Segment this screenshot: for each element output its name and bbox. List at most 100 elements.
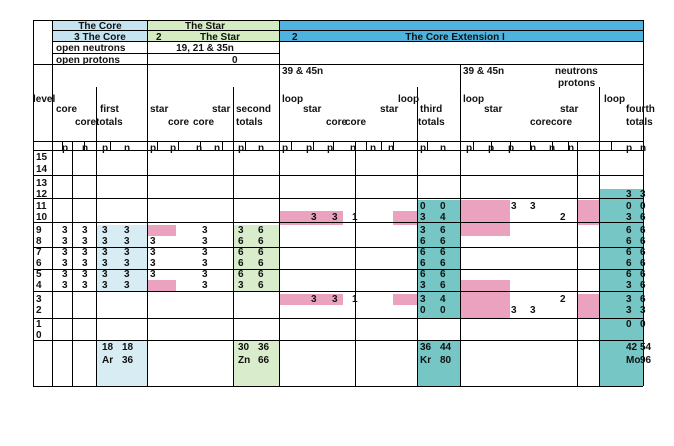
level7-second_n: 6 bbox=[258, 247, 264, 258]
level-group-line bbox=[33, 340, 643, 341]
pn-header-p: p bbox=[420, 143, 427, 154]
level2-b_core_p: 3 bbox=[511, 305, 517, 316]
level7-first_p: 3 bbox=[102, 247, 108, 258]
level-number-7: 7 bbox=[36, 247, 42, 258]
level8-star_p: 3 bbox=[150, 236, 156, 247]
level3-third_n: 4 bbox=[440, 294, 446, 305]
sub-column-line bbox=[530, 141, 531, 150]
second-totals-header: totals bbox=[236, 117, 263, 128]
level5-third_p: 6 bbox=[420, 269, 426, 280]
level7-fourth_p: 6 bbox=[626, 247, 632, 258]
level11-b_core_p: 3 bbox=[511, 201, 517, 212]
level2-b_core_n1: 3 bbox=[530, 305, 536, 316]
level9-core_n: 3 bbox=[82, 225, 88, 236]
pn-header-p: p bbox=[626, 143, 633, 154]
level3-fourth_p: 3 bbox=[626, 294, 632, 305]
sub-column-line bbox=[510, 141, 511, 150]
level-number-14: 14 bbox=[36, 164, 48, 175]
level4-fourth_n: 6 bbox=[640, 280, 646, 291]
level7-second_p: 6 bbox=[238, 247, 244, 258]
grid-line bbox=[33, 141, 643, 142]
level8-core_n: 3 bbox=[82, 236, 88, 247]
fourth-totals-header: totals bbox=[626, 117, 653, 128]
level-header: level bbox=[33, 94, 56, 105]
level7-star_n: 3 bbox=[202, 247, 208, 258]
star-b2-header: star bbox=[560, 104, 579, 115]
sub-column-line bbox=[178, 141, 179, 150]
grid-line bbox=[577, 141, 578, 386]
level4-core_p: 3 bbox=[62, 280, 68, 291]
extension-header-fill bbox=[279, 20, 643, 42]
level11-fourth_p: 0 bbox=[626, 201, 632, 212]
sub-column-line bbox=[200, 141, 201, 150]
level5-fourth_p: 6 bbox=[626, 269, 632, 280]
level-group-line bbox=[33, 247, 643, 248]
fourth-total-p: 42 bbox=[626, 342, 638, 353]
extension-num: 2 bbox=[292, 32, 298, 43]
sub-column-line bbox=[491, 141, 492, 150]
level6-second_p: 6 bbox=[238, 258, 244, 269]
third-total-element: Kr bbox=[420, 355, 432, 366]
star-protons: 0 bbox=[232, 55, 238, 66]
level9-second_p: 3 bbox=[238, 225, 244, 236]
level6-star_p: 3 bbox=[150, 258, 156, 269]
level7-core_n: 3 bbox=[82, 247, 88, 258]
sub-column-line bbox=[473, 141, 474, 150]
pn-header-p: p bbox=[306, 143, 313, 154]
pn-header-p: p bbox=[466, 143, 473, 154]
level3-third_p: 3 bbox=[420, 294, 426, 305]
pn-header-n: n bbox=[258, 143, 265, 154]
core-title: The Core bbox=[78, 21, 122, 32]
extension-title: The Core Extension I bbox=[405, 32, 505, 43]
pn-header-p: p bbox=[62, 143, 69, 154]
level7-third_n: 6 bbox=[440, 247, 446, 258]
level5-star_p: 3 bbox=[150, 269, 156, 280]
pn-header-p: p bbox=[327, 143, 334, 154]
third-totals-fill bbox=[417, 200, 460, 318]
level3-a_core_n2: 1 bbox=[352, 294, 358, 305]
grid-line bbox=[33, 150, 643, 151]
pn-header-p: p bbox=[170, 143, 177, 154]
sub-column-line bbox=[427, 141, 428, 150]
grid-line bbox=[417, 87, 418, 386]
level4-fourth_p: 3 bbox=[626, 280, 632, 291]
level10-third_p: 3 bbox=[420, 212, 426, 223]
level4-star_n: 3 bbox=[202, 280, 208, 291]
core-a1-header: core bbox=[326, 117, 348, 128]
sub-column-line bbox=[291, 141, 292, 150]
second-total-p: 30 bbox=[238, 342, 250, 353]
second-totals-sum-fill bbox=[233, 340, 279, 386]
fourth-total-element: Mo bbox=[626, 355, 641, 366]
core-a2-header: core bbox=[345, 117, 367, 128]
pink-star-top bbox=[147, 225, 176, 236]
level3-a_core_p: 3 bbox=[311, 294, 317, 305]
grid-line bbox=[33, 64, 643, 65]
level5-fourth_n: 6 bbox=[640, 269, 646, 280]
level6-core_n: 3 bbox=[82, 258, 88, 269]
pn-header-p: p bbox=[488, 143, 495, 154]
pn-header-p: p bbox=[150, 143, 157, 154]
third-total-p: 36 bbox=[420, 342, 432, 353]
pn-header-p: p bbox=[282, 143, 289, 154]
pink-b-4 bbox=[460, 280, 510, 294]
first-total-mass: 36 bbox=[122, 355, 134, 366]
level8-first_p: 3 bbox=[102, 236, 108, 247]
core-b2-header: core bbox=[551, 117, 573, 128]
level8-third_p: 6 bbox=[420, 236, 426, 247]
pn-header-p: p bbox=[508, 143, 515, 154]
ext-b-neutrons-word: neutrons bbox=[555, 66, 598, 77]
level9-second_n: 6 bbox=[258, 225, 264, 236]
sub-column-line bbox=[222, 141, 223, 150]
level8-fourth_n: 6 bbox=[640, 236, 646, 247]
level2-third_p: 0 bbox=[420, 305, 426, 316]
core-col-header: core bbox=[56, 104, 78, 115]
pink-star-bottom bbox=[147, 280, 176, 291]
grid-line bbox=[355, 141, 356, 386]
core-col-header-2: core bbox=[75, 117, 97, 128]
level4-third_p: 3 bbox=[420, 280, 426, 291]
level-number-5: 5 bbox=[36, 269, 42, 280]
first-totals-sum-fill bbox=[96, 340, 147, 386]
level6-first_n: 3 bbox=[124, 258, 130, 269]
sub-column-line bbox=[552, 141, 553, 150]
pink-b-3 bbox=[460, 294, 510, 318]
